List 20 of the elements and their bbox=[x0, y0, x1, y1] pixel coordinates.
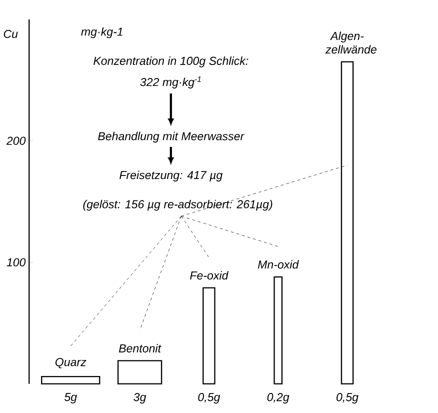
x-tick-label: 5g bbox=[64, 393, 77, 404]
annotation: Fe-oxid bbox=[190, 271, 229, 280]
y-axis-title: Cu bbox=[4, 30, 18, 38]
annotation: Quarz bbox=[55, 358, 86, 368]
annotation: mg·kg-1 bbox=[81, 27, 122, 38]
annotation: (gelöst: 156 µg re-adsorbiert: 261µg) bbox=[83, 200, 272, 211]
annotation: Mn-oxid bbox=[258, 260, 299, 269]
annotation: Bentonit bbox=[118, 344, 162, 353]
annotation: Freisetzung: 417 µg bbox=[120, 170, 223, 182]
y-tick-label: 100 bbox=[6, 258, 26, 266]
y-tick-label: 200 bbox=[6, 136, 26, 146]
annotation: Konzentration in 100g Schlick: bbox=[94, 56, 248, 68]
x-tick-label: 3g bbox=[134, 393, 146, 404]
x-tick-label: 0,5g bbox=[198, 393, 220, 404]
annotation: Algen-zellwände bbox=[325, 32, 376, 54]
x-tick-label: 0,2g bbox=[267, 393, 290, 404]
annotation: Behandlung mit Meerwasser bbox=[98, 132, 245, 143]
bar bbox=[202, 287, 216, 384]
annotation: 322 mg·kg$^{-1}$ bbox=[140, 76, 201, 89]
x-tick-label: 0,5g bbox=[336, 393, 358, 404]
